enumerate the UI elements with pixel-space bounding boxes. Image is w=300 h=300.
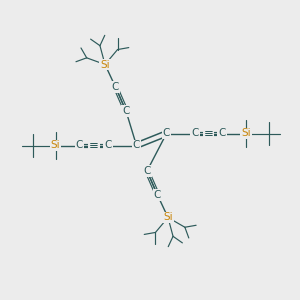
- Text: Si: Si: [51, 140, 60, 151]
- Text: C: C: [133, 140, 140, 151]
- Text: C: C: [218, 128, 226, 139]
- Text: Si: Si: [241, 128, 251, 139]
- Text: C: C: [154, 190, 161, 200]
- Text: C: C: [76, 140, 83, 151]
- Text: ≡: ≡: [204, 127, 213, 140]
- Text: ≡: ≡: [89, 139, 99, 152]
- Text: C: C: [191, 128, 199, 139]
- Text: Si: Si: [163, 212, 173, 223]
- Text: C: C: [122, 106, 130, 116]
- Text: C: C: [163, 128, 170, 139]
- Text: C: C: [104, 140, 112, 151]
- Text: Si: Si: [100, 59, 110, 70]
- Text: C: C: [112, 82, 119, 92]
- Text: C: C: [143, 166, 151, 176]
